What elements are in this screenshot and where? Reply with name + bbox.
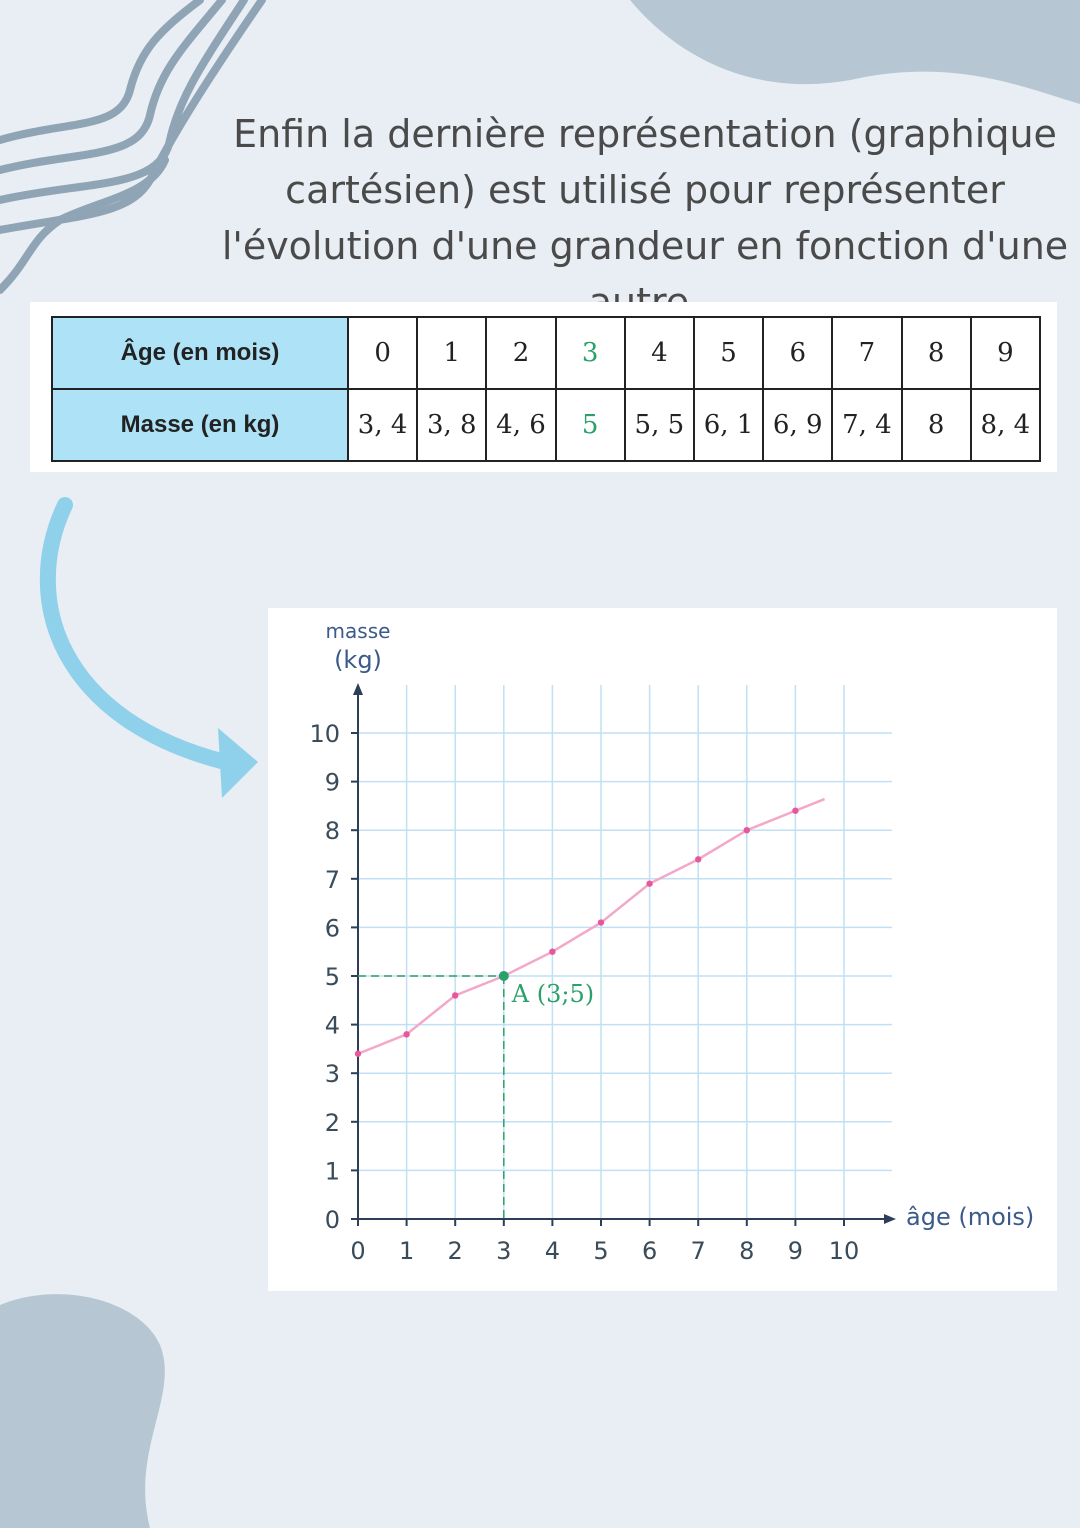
age-cell: 4 (623, 316, 695, 390)
mass-cell: 3, 8 (416, 388, 488, 462)
x-tick-label: 0 (350, 1237, 365, 1265)
mass-cell: 5 (554, 388, 626, 462)
x-axis-arrow (884, 1214, 896, 1224)
mass-cell: 8 (900, 388, 972, 462)
chart-card: 0 1 2 3 4 5 6 7 8 9 10 0 1 2 3 4 5 6 7 8 9 10 masse (kg) âge (mo… (268, 608, 1057, 1291)
data-point (743, 827, 750, 834)
x-tick-label: 10 (829, 1237, 860, 1265)
y-tick-label: 2 (325, 1109, 340, 1137)
mass-cell: 5, 5 (623, 388, 695, 462)
intro-text: Enfin la dernière représentation (graphi… (221, 112, 1069, 324)
age-cell: 5 (692, 316, 765, 390)
age-cell: 6 (762, 316, 834, 390)
y-axis-title-line2: (kg) (334, 646, 382, 674)
annotation-label: A (3;5) (511, 980, 594, 1008)
series-line (357, 797, 826, 1055)
y-axis-arrow (353, 683, 363, 695)
age-cell: 9 (969, 316, 1042, 390)
y-tick-label: 5 (325, 963, 340, 991)
data-point (354, 1050, 362, 1057)
x-tick-label: 9 (788, 1237, 803, 1265)
top-right-blob (630, 0, 1080, 104)
age-cell: 0 (346, 316, 419, 390)
data-point (597, 919, 605, 926)
age-cell: 3 (554, 316, 626, 390)
y-tick-label: 10 (309, 720, 340, 748)
y-tick-label: 7 (325, 866, 340, 894)
age-row-label: Âge (en mois) (51, 316, 349, 390)
age-cell: 1 (416, 316, 488, 390)
y-tick-label: 8 (325, 817, 340, 845)
x-tick-label: 6 (642, 1237, 657, 1265)
line-chart: 0 1 2 3 4 5 6 7 8 9 10 0 1 2 3 4 5 6 7 8 9 10 masse (kg) âge (mo… (309, 619, 1034, 1265)
bottom-left-blob (0, 1294, 165, 1528)
mass-cell: 6, 9 (762, 388, 834, 462)
y-tick-label: 1 (325, 1157, 340, 1185)
data-point (792, 807, 799, 814)
data-point (452, 992, 459, 999)
mass-cell: 6, 1 (692, 388, 765, 462)
y-tick-label: 0 (325, 1206, 340, 1234)
x-tick-label: 7 (691, 1237, 706, 1265)
data-point (403, 1031, 410, 1038)
data-point (695, 856, 702, 863)
mass-cell: 4, 6 (485, 388, 557, 462)
mass-cell: 3, 4 (346, 388, 419, 462)
age-cell: 2 (485, 316, 557, 390)
x-tick-label: 4 (545, 1237, 560, 1265)
x-tick-label: 3 (496, 1237, 511, 1265)
y-tick-label: 9 (325, 769, 340, 797)
y-tick-label: 4 (325, 1012, 340, 1040)
mass-row-label: Masse (en kg) (51, 388, 349, 462)
x-tick-label: 8 (739, 1237, 754, 1265)
y-tick-label: 3 (325, 1060, 340, 1088)
curved-arrow (39, 497, 258, 798)
x-tick-label: 2 (448, 1237, 463, 1265)
x-axis-title: âge (mois) (906, 1203, 1034, 1231)
data-point (646, 880, 653, 887)
y-axis-title-line1: masse (326, 619, 391, 643)
mass-cell: 8, 4 (969, 388, 1042, 462)
wavy-lines (0, 0, 266, 294)
x-tick-label: 5 (593, 1237, 608, 1265)
mass-cell: 7, 4 (831, 388, 903, 462)
y-tick-label: 6 (325, 914, 340, 942)
age-cell: 7 (831, 316, 903, 390)
data-point (549, 948, 556, 955)
annotation-point (498, 971, 509, 981)
age-cell: 8 (900, 316, 972, 390)
x-tick-label: 1 (399, 1237, 414, 1265)
